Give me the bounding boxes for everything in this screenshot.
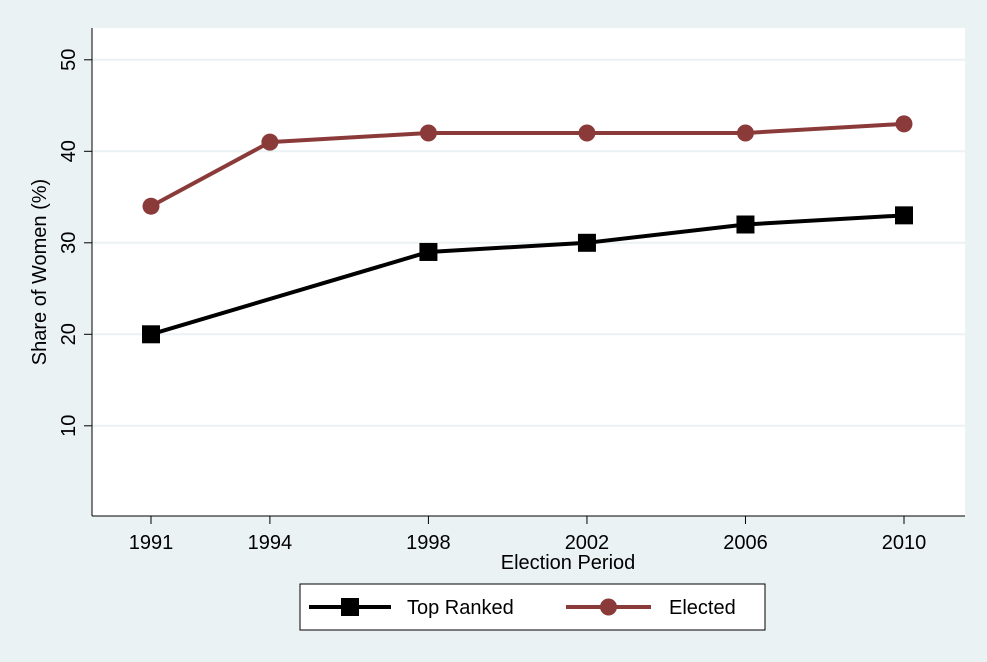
legend-marker	[600, 598, 617, 616]
x-tick-label: 2002	[565, 532, 610, 554]
y-ticks: 10 20 30 40 50	[58, 49, 92, 437]
data-point	[261, 133, 279, 151]
data-point	[895, 115, 913, 133]
data-point	[736, 124, 754, 142]
x-tick-label: 2006	[723, 532, 768, 554]
axes	[91, 28, 965, 517]
x-axis-title: Election Period	[501, 552, 636, 574]
legend-item-elected: Elected	[566, 597, 736, 619]
plot-area	[92, 28, 965, 516]
y-tick-label: 10	[58, 415, 80, 437]
series-line	[150, 121, 905, 208]
data-point	[577, 233, 596, 252]
legend-label: Elected	[669, 597, 736, 619]
data-point	[142, 325, 160, 344]
y-tick-label: 40	[58, 140, 80, 162]
y-tick-label: 20	[58, 323, 80, 345]
series-top-ranked	[142, 206, 913, 344]
y-tick-label: 50	[58, 49, 80, 71]
legend-label: Top Ranked	[407, 597, 514, 619]
x-tick-label: 1991	[129, 532, 174, 554]
x-tick-label: 1998	[406, 532, 451, 554]
data-point	[419, 124, 437, 142]
data-point	[736, 215, 755, 234]
data-point	[895, 206, 913, 225]
x-tick-label: 2010	[882, 532, 927, 554]
gridlines	[92, 58, 965, 427]
data-point	[419, 242, 438, 261]
data-point	[578, 124, 596, 142]
series	[142, 115, 913, 344]
y-axis-title: Share of Women (%)	[29, 179, 51, 365]
legend-item-top-ranked: Top Ranked	[309, 597, 514, 619]
y-tick-label: 30	[58, 232, 80, 254]
x-tick-label: 1994	[248, 532, 293, 554]
legend: Top Ranked Elected	[299, 583, 766, 631]
data-point	[142, 197, 160, 215]
legend-marker	[341, 598, 359, 616]
series-elected	[142, 115, 913, 215]
x-ticks: 1991 1994 1998 2002 2006 2010	[129, 516, 927, 554]
